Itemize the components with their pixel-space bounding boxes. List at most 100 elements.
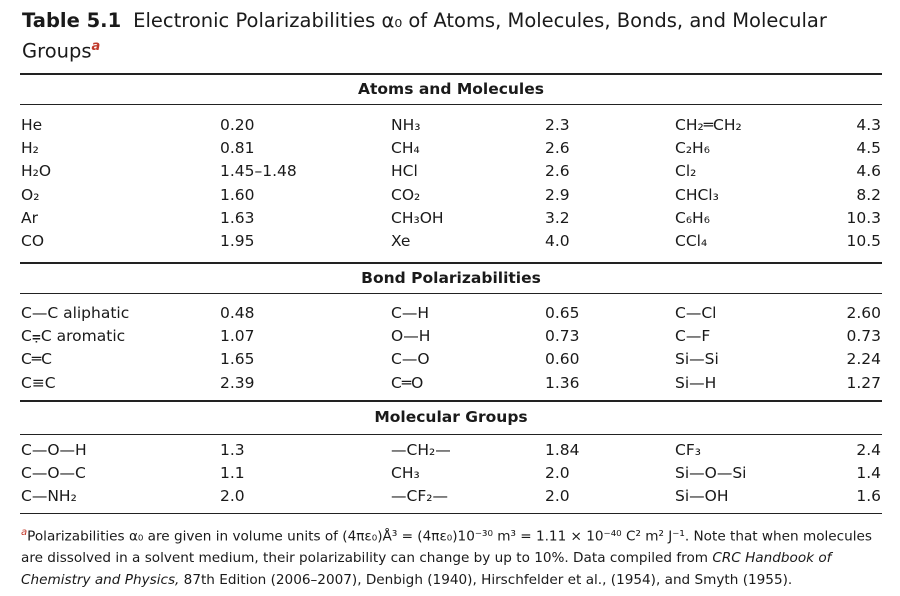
section-separator-rule <box>20 400 882 402</box>
table-footnote: aPolarizabilities α₀ are given in volume… <box>21 522 883 591</box>
cell-polarizability-col6: 2.60 <box>846 304 881 322</box>
footnote-text-1: Polarizabilities α₀ are given in volume … <box>21 528 872 567</box>
cell-substance-col1: C═C <box>21 350 52 369</box>
cell-polarizability-col2: 1.07 <box>220 327 255 346</box>
table-caption: Electronic Polarizabilities α₀ of Atoms,… <box>22 9 827 63</box>
cell-polarizability-col2: 1.95 <box>220 232 255 250</box>
table-row: O₂ 1.60 CO₂ 2.9 CHCl₃ 8.2 <box>0 184 900 207</box>
cell-substance-col5: Si—H <box>675 373 717 392</box>
table-row: H₂O 1.45–1.48 HCl 2.6 Cl₂ 4.6 <box>0 160 900 183</box>
section-rule <box>20 104 882 105</box>
cell-polarizability-col4: 0.65 <box>545 304 580 322</box>
table-title: Table 5.1 Electronic Polarizabilities α₀ … <box>22 8 882 65</box>
cell-polarizability-col4: 1.84 <box>545 441 580 459</box>
cell-polarizability-col6: 2.4 <box>856 441 881 459</box>
cell-substance-col1: H₂O <box>21 162 52 181</box>
cell-polarizability-col4: 2.0 <box>545 487 570 506</box>
cell-substance-col1: H₂ <box>21 139 39 158</box>
cell-polarizability-col6: 2.24 <box>846 350 881 369</box>
cell-substance-col5: Si—OH <box>675 487 729 506</box>
cell-substance-col1: He <box>21 116 43 134</box>
footnote-text-2: 87th Edition (2006–2007), Denbigh (1940)… <box>179 571 793 588</box>
cell-polarizability-col6: 8.2 <box>856 185 881 204</box>
cell-polarizability-col6: 10.3 <box>846 208 881 227</box>
cell-polarizability-col6: 10.5 <box>846 232 881 250</box>
cell-polarizability-col4: 2.6 <box>545 162 570 181</box>
cell-substance-col1: C—O—H <box>21 441 87 459</box>
cell-substance-col3: C═O <box>391 373 424 392</box>
section-heading-atoms-molecules: Atoms and Molecules <box>358 80 544 98</box>
table-row: CO 1.95 Xe 4.0 CCl₄ 10.5 <box>0 230 900 253</box>
cell-polarizability-col6: 1.27 <box>846 373 881 392</box>
cell-substance-col5: CF₃ <box>675 441 701 459</box>
cell-polarizability-col6: 1.4 <box>856 464 881 483</box>
cell-substance-col1: C⩦C aromatic <box>21 327 126 346</box>
footnote-source-title: CRC Handbook of Chemistry and Physics, <box>21 550 832 588</box>
cell-substance-col3: HCl <box>391 162 418 181</box>
cell-substance-col5: Si—O—Si <box>675 464 747 483</box>
table-row: C═C 1.65 C—O 0.60 Si—Si 2.24 <box>0 348 900 371</box>
cell-polarizability-col2: 2.0 <box>220 487 245 506</box>
cell-polarizability-col2: 0.81 <box>220 139 255 158</box>
cell-polarizability-col4: 2.3 <box>545 116 570 134</box>
section-heading-molecular-groups: Molecular Groups <box>374 408 528 426</box>
cell-substance-col3: —CH₂— <box>391 441 451 459</box>
table-row: C—C aliphatic 0.48 C—H 0.65 C—Cl 2.60 <box>0 302 900 325</box>
cell-substance-col5: Si—Si <box>675 350 719 369</box>
cell-substance-col3: Xe <box>391 232 411 250</box>
cell-substance-col3: NH₃ <box>391 116 421 134</box>
cell-polarizability-col6: 1.6 <box>856 487 881 506</box>
cell-substance-col5: CH₂═CH₂ <box>675 116 742 134</box>
table-row: C—O—C 1.1 CH₃ 2.0 Si—O—Si 1.4 <box>0 462 900 485</box>
cell-substance-col5: CHCl₃ <box>675 185 719 204</box>
table-row: Ar 1.63 CH₃OH 3.2 C₆H₆ 10.3 <box>0 207 900 230</box>
cell-substance-col1: Ar <box>21 208 38 227</box>
cell-polarizability-col4: 2.0 <box>545 464 570 483</box>
cell-substance-col3: C—H <box>391 304 429 322</box>
table-row: C≡C 2.39 C═O 1.36 Si—H 1.27 <box>0 372 900 395</box>
cell-polarizability-col4: 1.36 <box>545 373 580 392</box>
cell-polarizability-col4: 0.73 <box>545 327 580 346</box>
cell-polarizability-col2: 2.39 <box>220 373 255 392</box>
cell-substance-col5: C—Cl <box>675 304 717 322</box>
cell-substance-col5: C₆H₆ <box>675 208 710 227</box>
section-separator-rule <box>20 262 882 264</box>
cell-substance-col3: CO₂ <box>391 185 421 204</box>
cell-substance-col1: C≡C <box>21 373 56 392</box>
cell-substance-col5: CCl₄ <box>675 232 708 250</box>
cell-polarizability-col2: 1.3 <box>220 441 245 459</box>
table-row: C⩦C aromatic 1.07 O—H 0.73 C—F 0.73 <box>0 325 900 348</box>
cell-polarizability-col4: 3.2 <box>545 208 570 227</box>
cell-substance-col3: —CF₂— <box>391 487 448 506</box>
cell-substance-col3: C—O <box>391 350 430 369</box>
cell-polarizability-col2: 1.45–1.48 <box>220 162 297 181</box>
cell-substance-col1: O₂ <box>21 185 40 204</box>
cell-polarizability-col2: 1.60 <box>220 185 255 204</box>
cell-polarizability-col2: 1.63 <box>220 208 255 227</box>
cell-polarizability-col4: 0.60 <box>545 350 580 369</box>
cell-polarizability-col2: 0.48 <box>220 304 255 322</box>
cell-polarizability-col2: 1.65 <box>220 350 255 369</box>
cell-polarizability-col4: 2.9 <box>545 185 570 204</box>
cell-substance-col1: C—O—C <box>21 464 86 483</box>
cell-polarizability-col2: 0.20 <box>220 116 255 134</box>
cell-substance-col5: Cl₂ <box>675 162 697 181</box>
cell-polarizability-col2: 1.1 <box>220 464 245 483</box>
cell-substance-col5: C₂H₆ <box>675 139 710 158</box>
title-footnote-mark: a <box>91 39 101 54</box>
cell-polarizability-col4: 4.0 <box>545 232 570 250</box>
section-heading-bond-polarizabilities: Bond Polarizabilities <box>361 269 541 287</box>
table-row: He 0.20 NH₃ 2.3 CH₂═CH₂ 4.3 <box>0 114 900 137</box>
table-row: C—NH₂ 2.0 —CF₂— 2.0 Si—OH 1.6 <box>0 485 900 508</box>
cell-substance-col1: CO <box>21 232 45 250</box>
cell-substance-col5: C—F <box>675 327 711 346</box>
cell-substance-col1: C—NH₂ <box>21 487 77 506</box>
cell-substance-col3: CH₄ <box>391 139 420 158</box>
table-row: H₂ 0.81 CH₄ 2.6 C₂H₆ 4.5 <box>0 137 900 160</box>
footnote-mark: a <box>21 527 28 538</box>
cell-substance-col1: C—C aliphatic <box>21 304 130 322</box>
cell-polarizability-col6: 0.73 <box>846 327 881 346</box>
section-rule <box>20 293 882 294</box>
table-row: C—O—H 1.3 —CH₂— 1.84 CF₃ 2.4 <box>0 439 900 462</box>
